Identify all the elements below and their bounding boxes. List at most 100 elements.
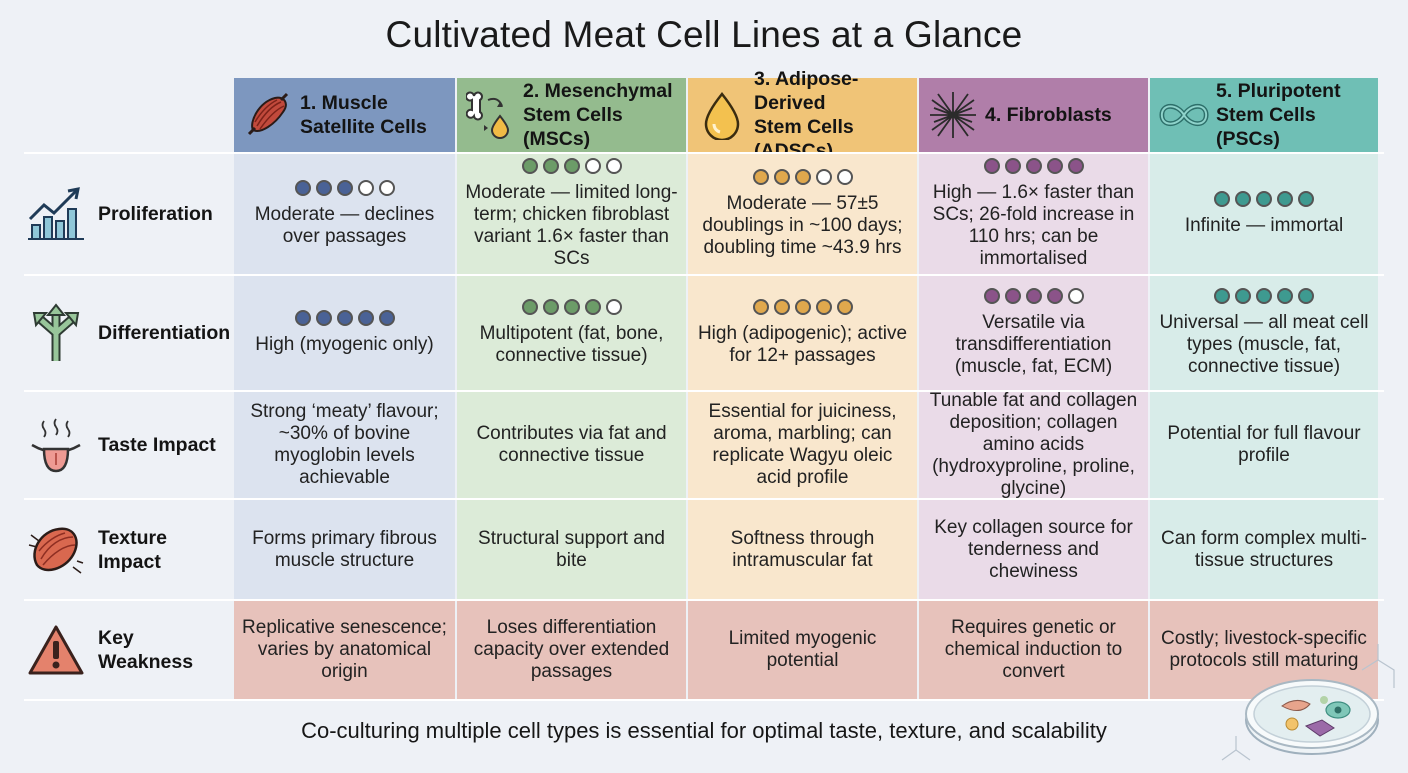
row-label-taste-impact: Taste Impact [0,392,232,498]
cell-content: Structural support and bite [465,528,678,572]
cell-content: Contributes via fat and connective tissu… [465,423,678,467]
rating-dots [521,299,622,315]
rating-dot-filled [1025,288,1042,304]
rating-dot-filled [1067,158,1084,174]
cell-taste-impact-col5: Potential for full flavour profile [1150,392,1378,498]
rating-dot-filled [815,299,832,315]
column-header-line2: Stem Cells (MSCs) [523,104,623,150]
row-label-text: Key Weakness [98,626,193,674]
cell-differentiation-col4: Versatile via transdifferentiation (musc… [919,276,1148,390]
row-label-proliferation: Proliferation [0,154,232,274]
cell-proliferation-col5: Infinite — immortal [1150,154,1378,274]
rating-dot-empty [815,169,832,185]
row-divider [24,599,1384,601]
cell-content: Key collagen source for tenderness and c… [927,517,1140,583]
rating-dot-filled [1004,288,1021,304]
rating-dot-filled [794,169,811,185]
cell-text: Structural support and bite [478,527,665,571]
rating-dot-filled [294,180,311,196]
cell-proliferation-col4: High — 1.6× faster than SCs; 26-fold inc… [919,154,1148,274]
column-header-label: 3. Adipose-Derived Stem Cells (ADSCs) [754,67,917,163]
cell-content: Multipotent (fat, bone, connective tissu… [465,299,678,367]
rating-dot-filled [336,310,353,326]
rating-dot-filled [315,180,332,196]
cell-text: Requires genetic or chemical induction t… [944,617,1123,682]
rating-dots [1214,288,1314,304]
cell-text: Can form complex multi-tissue structures [1161,527,1367,571]
cell-content: High (myogenic only) [255,310,434,356]
row-label-text: Differentiation [98,322,231,344]
cell-text: High — 1.6× faster than SCs; 26-fold inc… [932,182,1135,269]
row-divider [24,699,1384,701]
rating-dot-empty [357,180,374,196]
cell-differentiation-col2: Multipotent (fat, bone, connective tissu… [457,276,686,390]
column-header-line2: Satellite Cells [300,116,427,138]
rating-dot-filled [1298,191,1314,207]
column-header-line1: 1. Muscle [300,92,388,114]
cell-text: Costly; livestock-specific protocols sti… [1161,628,1367,671]
cell-texture-impact-col5: Can form complex multi-tissue structures [1150,500,1378,599]
row-label-text: Proliferation [98,203,213,225]
rating-dot-filled [1235,288,1251,304]
rating-dot-empty [605,299,622,315]
cell-content: Moderate — limited long-term; chicken fi… [465,158,678,270]
rating-dot-filled [542,158,559,174]
rating-dot-filled [1256,288,1272,304]
rating-dots [752,169,853,185]
cell-taste-impact-col4: Tunable fat and collagen deposition; col… [919,390,1148,500]
cell-key-weakness-col1: Replicative senescence; varies by anatom… [234,601,455,699]
row-label-key-weakness: Key Weakness [0,601,232,699]
cell-content: Loses differentiation capacity over exte… [465,617,678,683]
cell-differentiation-col5: Universal — all meat cell types (muscle,… [1150,276,1378,390]
rating-dot-empty [584,158,601,174]
column-header-label: 1. Muscle Satellite Cells [300,91,427,139]
cell-text: Replicative senescence; varies by anatom… [242,617,447,682]
cell-text: Multipotent (fat, bone, connective tissu… [479,323,664,366]
cell-text: Key collagen source for tenderness and c… [934,516,1133,582]
rating-dot-filled [521,299,538,315]
cell-text: Infinite — immortal [1184,215,1344,236]
cell-content: Replicative senescence; varies by anatom… [242,617,447,683]
rating-dot-filled [1214,191,1230,207]
rating-dots [521,158,622,174]
rating-dots [983,288,1084,304]
column-header-line1: 4. Fibroblasts [985,104,1112,126]
cell-content: Strong ‘meaty’ flavour; ~30% of bovine m… [242,401,447,489]
petri-dish-icon [1221,644,1395,761]
cell-key-weakness-col4: Requires genetic or chemical induction t… [919,601,1148,699]
rating-dots [294,180,395,196]
rating-dot-filled [584,299,601,315]
rating-dot-filled [752,299,769,315]
cell-taste-impact-col2: Contributes via fat and connective tissu… [457,392,686,498]
fat-droplet-icon [696,89,748,141]
bone-fat-icon [465,89,517,141]
column-header-line1: 5. Pluripotent [1216,80,1341,102]
cell-texture-impact-col1: Forms primary fibrous muscle structure [234,500,455,599]
rating-dot-filled [773,299,790,315]
cell-key-weakness-col2: Loses differentiation capacity over exte… [457,601,686,699]
cell-content: Softness through intramuscular fat [696,528,909,572]
cell-key-weakness-col3: Limited myogenic potential [688,601,917,699]
cell-text: High (myogenic only) [255,334,434,355]
cell-content: Essential for juiciness, aroma, marbling… [696,401,909,489]
rating-dot-filled [983,288,1000,304]
rating-dots [1214,191,1314,207]
rating-dot-filled [1235,191,1251,207]
cell-text: Universal — all meat cell types (muscle,… [1159,312,1369,377]
cell-text: Forms primary fibrous muscle structure [252,527,437,571]
cell-differentiation-col3: High (adipogenic); active for 12+ passag… [688,276,917,390]
cell-content: Tunable fat and collagen deposition; col… [927,390,1140,500]
column-header-label: 2. Mesenchymal Stem Cells (MSCs) [523,79,686,151]
branching-arrows-icon [24,303,88,363]
rating-dot-filled [1004,158,1021,174]
growth-chart-icon [24,184,88,244]
rating-dot-filled [836,299,853,315]
rating-dot-filled [1214,288,1230,304]
rating-dot-empty [378,180,395,196]
rating-dot-filled [563,299,580,315]
cell-proliferation-col3: Moderate — 57±5 doublings in ~100 days; … [688,154,917,274]
cell-taste-impact-col1: Strong ‘meaty’ flavour; ~30% of bovine m… [234,392,455,498]
cell-text: Tunable fat and collagen deposition; col… [929,390,1138,499]
row-label-text: Taste Impact [98,434,216,456]
cell-text: Moderate — limited long-term; chicken fi… [465,182,678,269]
